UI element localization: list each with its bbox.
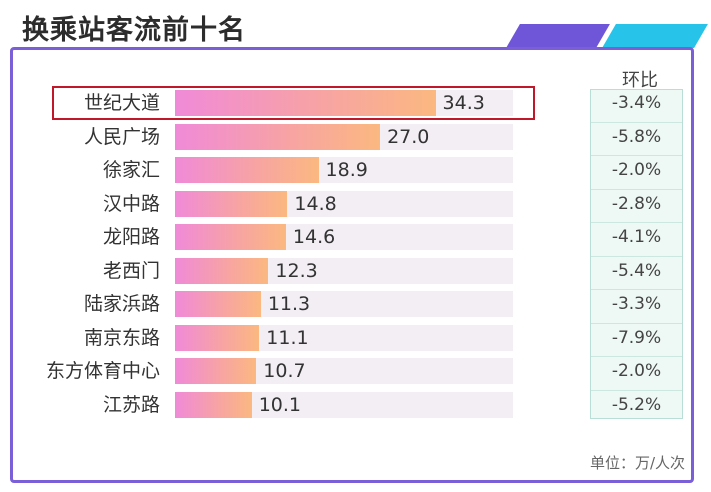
ratio-value: -3.4% [611, 93, 662, 113]
bar [175, 324, 260, 351]
bar [175, 291, 261, 317]
category-label: 龙阳路 [102, 226, 160, 248]
unit-label: 单位：万/人次 [589, 454, 685, 472]
category-label: 南京东路 [83, 326, 160, 349]
category-label: 徐家汇 [102, 159, 160, 181]
value-label: 14.8 [294, 192, 337, 215]
value-label: 14.6 [292, 226, 336, 248]
bar [175, 224, 286, 250]
ratio-separator [591, 389, 682, 391]
ratio-separator [591, 155, 682, 156]
category-label: 人民广场 [83, 125, 160, 148]
value-label: 10.1 [258, 393, 302, 416]
chart-panel [10, 47, 694, 483]
category-label: 陆家浜路 [83, 293, 160, 315]
ratio-value: -5.8% [611, 126, 662, 147]
ratio-value: -5.4% [611, 260, 662, 281]
ratio-value: -2.8% [611, 193, 662, 214]
value-label: 11.1 [266, 326, 309, 349]
ratio-value: -3.3% [611, 294, 662, 314]
value-label: 12.3 [275, 259, 318, 282]
ratio-value: -5.2% [611, 394, 662, 415]
value-label: 27.0 [387, 125, 430, 148]
ratio-header: 环比 [622, 70, 658, 91]
value-label: 10.7 [263, 360, 306, 382]
ratio-separator [591, 289, 682, 290]
bar [175, 391, 252, 418]
bar [175, 358, 257, 384]
ratio-separator [591, 188, 682, 190]
highlight-box [52, 86, 535, 120]
category-label: 世纪大道 [83, 92, 160, 114]
ratio-value: -4.1% [611, 227, 662, 247]
ratio-value: -2.0% [611, 361, 662, 381]
category-label: 江苏路 [102, 393, 160, 416]
ratio-value: -2.0% [611, 160, 662, 180]
cyan-accent-stripe [602, 24, 708, 48]
category-label: 东方体育中心 [45, 360, 160, 382]
ratio-separator [591, 322, 682, 324]
bar [175, 123, 381, 150]
ratio-separator [591, 356, 682, 357]
bar [175, 190, 288, 217]
ratio-separator [591, 121, 682, 123]
purple-accent-stripe [506, 24, 610, 48]
bar [175, 90, 436, 116]
ratio-separator [591, 222, 682, 223]
bar [175, 157, 319, 183]
category-label: 汉中路 [102, 192, 160, 215]
ratio-separator [591, 255, 682, 257]
chart-title: 换乘站客流前十名 [22, 15, 246, 46]
bar [175, 257, 269, 284]
value-label: 34.3 [442, 92, 485, 114]
value-label: 18.9 [325, 159, 368, 181]
value-label: 11.3 [267, 293, 311, 315]
ratio-column [590, 89, 683, 419]
category-label: 老西门 [102, 259, 160, 282]
ratio-value: -7.9% [611, 327, 662, 348]
